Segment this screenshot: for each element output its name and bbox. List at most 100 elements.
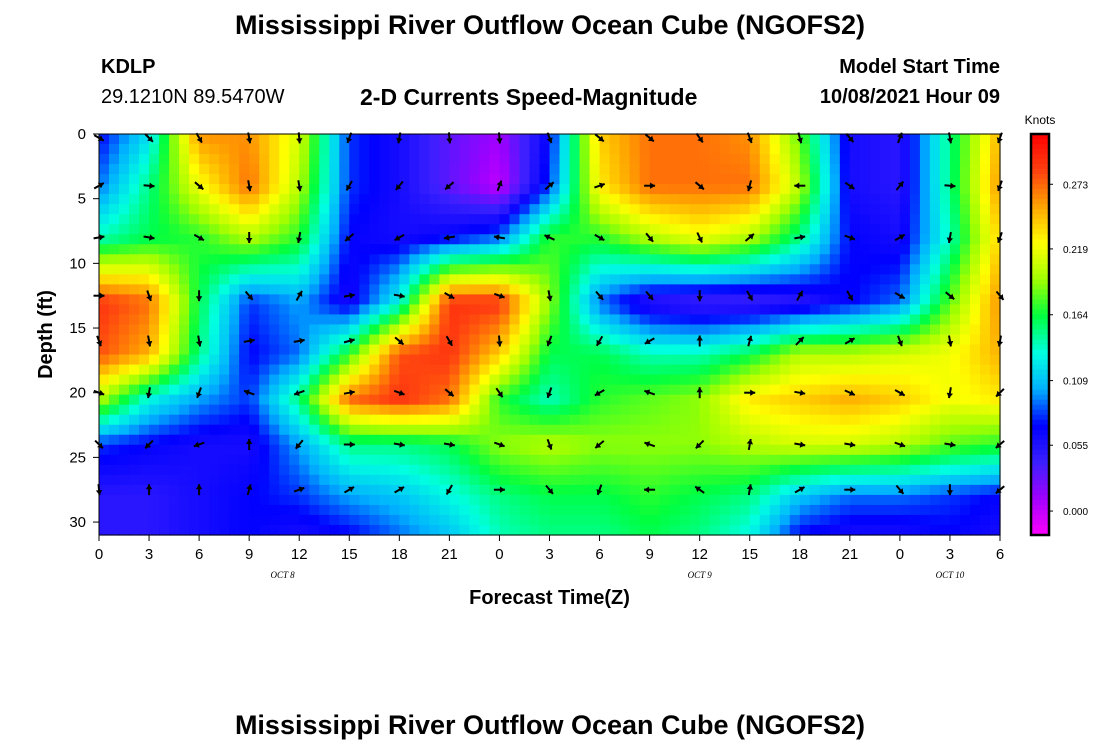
heatmap-cell	[289, 384, 300, 396]
heatmap-cell	[659, 494, 671, 506]
heatmap-cell	[939, 324, 951, 336]
heatmap-cell	[849, 304, 861, 316]
heatmap-cell	[659, 314, 671, 326]
heatmap-cell	[799, 244, 811, 255]
heatmap-cell	[309, 244, 320, 255]
heatmap-cell	[959, 504, 971, 516]
heatmap-cell	[629, 174, 641, 185]
heatmap-cell	[969, 454, 981, 466]
heatmap-cell	[439, 184, 450, 195]
heatmap-cell	[829, 474, 841, 486]
heatmap-cell	[439, 264, 450, 275]
heatmap-cell	[959, 494, 971, 506]
heatmap-cell	[529, 314, 541, 326]
heatmap-cell	[199, 354, 210, 366]
heatmap-cell	[679, 304, 691, 316]
heatmap-cell	[859, 184, 871, 195]
heatmap-cell	[379, 154, 390, 165]
heatmap-cell	[129, 214, 140, 225]
colorbar-swatch	[1031, 494, 1049, 501]
heatmap-cell	[639, 434, 651, 446]
heatmap-cell	[109, 214, 120, 225]
heatmap-cell	[899, 334, 911, 346]
heatmap-cell	[189, 374, 200, 386]
heatmap-cell	[659, 244, 671, 255]
x-tick-label: 0	[495, 546, 503, 563]
heatmap-cell	[739, 244, 751, 255]
heatmap-cell	[869, 274, 881, 285]
heatmap-cell	[919, 394, 931, 406]
heatmap-cell	[839, 284, 851, 296]
heatmap-cell	[459, 484, 471, 496]
heatmap-cell	[639, 154, 651, 165]
heatmap-cell	[509, 184, 521, 195]
heatmap-cell	[559, 314, 571, 326]
model-start-label: Model Start Time	[839, 56, 1000, 78]
heatmap-cell	[799, 164, 811, 175]
current-arrow	[144, 133, 154, 143]
heatmap-cell	[239, 194, 250, 205]
heatmap-cell	[179, 354, 190, 366]
heatmap-cell	[329, 354, 340, 366]
heatmap-cell	[899, 254, 911, 265]
heatmap-cell	[649, 334, 661, 346]
heatmap-cell	[439, 154, 450, 165]
heatmap-cell	[199, 254, 210, 265]
heatmap-cell	[259, 404, 270, 416]
heatmap-cell	[669, 424, 681, 436]
heatmap-cell	[379, 394, 390, 406]
heatmap-cell	[279, 444, 290, 456]
colorbar-swatch	[1031, 434, 1049, 441]
heatmap-cell	[469, 444, 481, 456]
heatmap-cell	[429, 274, 440, 285]
heatmap-cell	[979, 274, 991, 285]
heatmap-cell	[759, 484, 771, 496]
heatmap-cell	[599, 494, 611, 506]
heatmap-cell	[189, 484, 200, 496]
heatmap-cell	[579, 274, 591, 285]
heatmap-cell	[389, 354, 400, 366]
heatmap-cell	[269, 414, 280, 426]
heatmap-cell	[919, 454, 931, 466]
heatmap-cell	[699, 134, 711, 145]
current-arrow	[946, 484, 954, 496]
heatmap-cell	[869, 334, 881, 346]
current-arrow	[544, 181, 555, 191]
heatmap-cell	[469, 254, 481, 265]
current-arrow	[695, 439, 705, 450]
heatmap-cell	[299, 354, 310, 366]
heatmap-cell	[409, 244, 420, 255]
heatmap-cell	[679, 464, 691, 476]
heatmap-cell	[469, 374, 481, 386]
heatmap-cell	[859, 504, 871, 516]
heatmap-cell	[909, 184, 921, 195]
heatmap-cell	[669, 294, 681, 306]
heatmap-cell	[729, 304, 741, 316]
heatmap-cell	[299, 194, 310, 205]
heatmap-cell	[699, 374, 711, 386]
heatmap-cell	[469, 174, 481, 185]
heatmap-cell	[939, 414, 951, 426]
heatmap-cell	[359, 374, 370, 386]
heatmap-cell	[969, 414, 981, 426]
heatmap-cell	[739, 494, 751, 506]
heatmap-cell	[839, 184, 851, 195]
x-tick-label: 6	[195, 546, 203, 563]
heatmap-cell	[229, 184, 240, 195]
current-arrow	[946, 335, 954, 347]
heatmap-cell	[379, 424, 390, 436]
heatmap-cell	[569, 214, 581, 225]
heatmap-cell	[139, 514, 150, 526]
heatmap-cell	[569, 344, 581, 356]
colorbar-swatch	[1031, 449, 1049, 456]
heatmap-cell	[479, 184, 491, 195]
heatmap-cell	[619, 244, 631, 255]
heatmap-cell	[329, 254, 340, 265]
heatmap-cell	[579, 394, 591, 406]
heatmap-cell	[299, 434, 310, 446]
heatmap-cell	[149, 504, 160, 516]
heatmap-cell	[109, 384, 120, 396]
heatmap-cell	[809, 374, 821, 386]
heatmap-cell	[409, 144, 420, 155]
heatmap-cell	[159, 234, 170, 245]
